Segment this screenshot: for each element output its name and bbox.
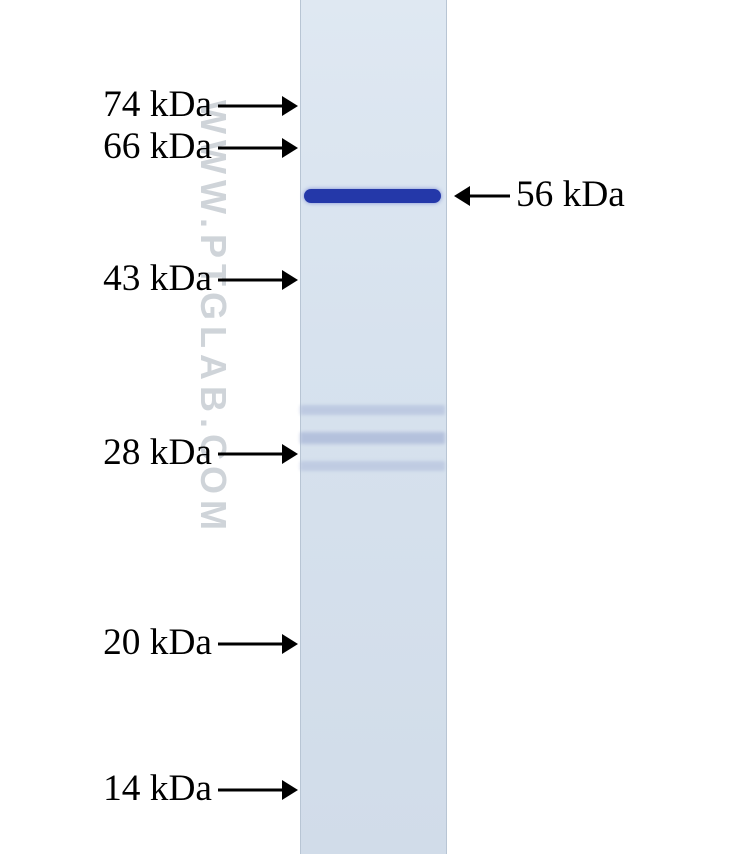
ladder-label: 43 kDa <box>103 257 212 300</box>
ladder-arrow-icon <box>218 442 298 466</box>
ladder-label: 66 kDa <box>103 125 212 168</box>
ladder-arrow-icon <box>218 632 298 656</box>
target-band <box>304 189 441 203</box>
ladder-arrow-icon <box>218 136 298 160</box>
faint-band <box>300 405 445 415</box>
faint-band <box>300 461 445 471</box>
ladder-arrow-icon <box>218 94 298 118</box>
ladder-label: 20 kDa <box>103 621 212 664</box>
ladder-label: 28 kDa <box>103 431 212 474</box>
ladder-label: 74 kDa <box>103 83 212 126</box>
ladder-label: 14 kDa <box>103 767 212 810</box>
gel-lane <box>300 0 447 854</box>
faint-band <box>300 432 445 444</box>
ladder-arrow-icon <box>218 268 298 292</box>
target-arrow-icon <box>454 184 510 208</box>
target-label: 56 kDa <box>516 173 625 216</box>
ladder-arrow-icon <box>218 778 298 802</box>
gel-canvas: WWW.PTGLAB.COM 74 kDa66 kDa43 kDa28 kDa2… <box>0 0 740 854</box>
